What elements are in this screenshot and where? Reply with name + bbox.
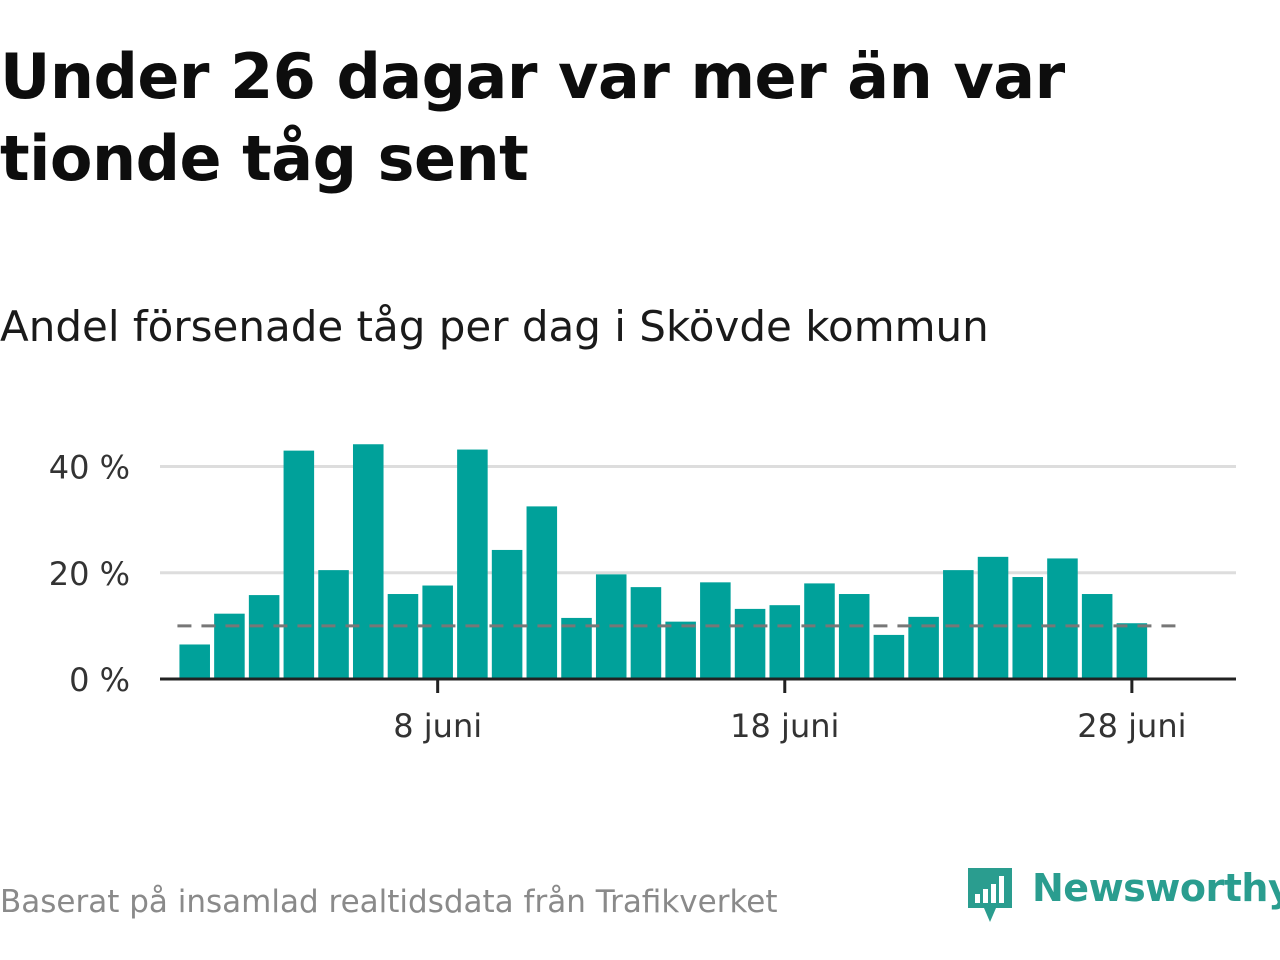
- bar: [491, 549, 523, 679]
- bar: [700, 582, 731, 679]
- bar: [734, 608, 766, 679]
- bar: [838, 594, 870, 679]
- bar: [387, 594, 419, 679]
- brand-logo: Newsworthy: [964, 864, 1280, 928]
- y-tick-label: 0 %: [69, 661, 130, 699]
- x-tick-label: 8 juni: [393, 707, 482, 745]
- bar: [526, 506, 558, 679]
- bar: [977, 556, 1009, 679]
- chart-subtitle: Andel försenade tåg per dag i Skövde kom…: [0, 302, 989, 351]
- chart-title: Under 26 dagar var mer än var tionde tåg…: [0, 40, 1065, 195]
- bar: [352, 444, 384, 679]
- bar: [561, 617, 592, 679]
- axes: 0 % 20 % 40 % 8 juni 18 juni 28 juni: [49, 449, 1236, 745]
- bar: [422, 585, 453, 679]
- bar: [1081, 594, 1113, 679]
- bar: [1012, 577, 1044, 679]
- bar: [248, 595, 280, 679]
- bar-chart-pin-icon: [968, 868, 1012, 922]
- bar: [630, 587, 662, 679]
- bar-chart: 0 % 20 % 40 % 8 juni 18 juni 28 juni: [49, 444, 1236, 745]
- bar: [804, 583, 835, 679]
- bar: [665, 621, 696, 679]
- x-tick-label: 28 juni: [1077, 707, 1186, 745]
- bar: [283, 450, 315, 679]
- bar: [1116, 623, 1148, 679]
- bars: [179, 444, 1148, 679]
- bar: [1047, 558, 1078, 679]
- bar: [873, 634, 905, 679]
- bar: [769, 605, 801, 679]
- bar: [179, 644, 210, 679]
- y-tick-label: 20 %: [49, 555, 130, 593]
- bar: [214, 613, 245, 679]
- source-note: Baserat på insamlad realtidsdata från Tr…: [0, 884, 778, 920]
- bar: [457, 449, 488, 679]
- brand-name: Newsworthy: [1032, 866, 1280, 910]
- x-tick-label: 18 juni: [730, 707, 839, 745]
- grid-lines: [160, 465, 1236, 575]
- y-tick-label: 40 %: [49, 449, 130, 487]
